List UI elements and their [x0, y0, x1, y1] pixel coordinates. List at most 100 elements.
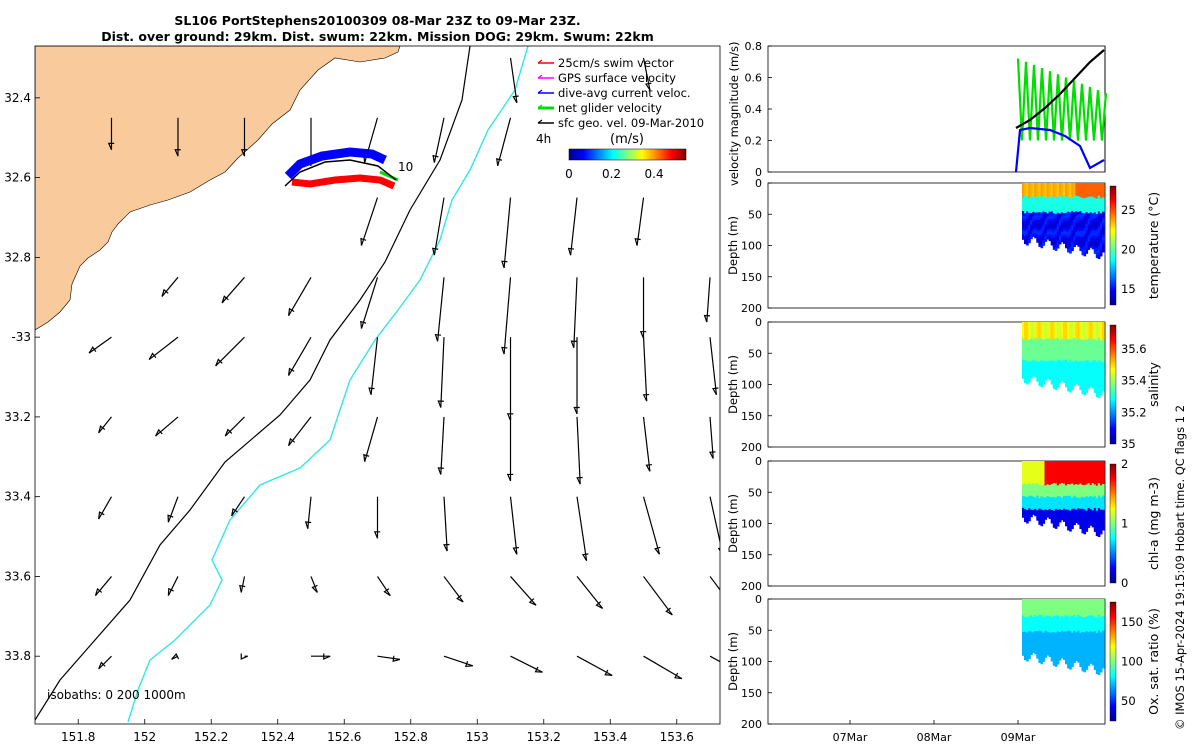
profile-cell [1036, 638, 1039, 642]
map-x-tick-label: 153 [466, 730, 489, 744]
profile-cell [1022, 333, 1025, 337]
profile-cell [1042, 656, 1046, 660]
profile-cell [1071, 613, 1074, 617]
profile-cell [1099, 527, 1103, 532]
profile-cell [1028, 613, 1031, 617]
profile-cell [1095, 235, 1099, 240]
profile-cell [1040, 623, 1044, 627]
profile-cell [1102, 217, 1105, 221]
profile-cell [1038, 361, 1041, 365]
profile-cell [1091, 346, 1095, 350]
profile-cell [1036, 356, 1039, 360]
profile-cell [1063, 362, 1066, 366]
profile-cell [1038, 614, 1041, 618]
profile-cell [1040, 201, 1044, 206]
profile-cell [1050, 517, 1054, 521]
profile-cell [1026, 324, 1029, 328]
profile-cell [1058, 327, 1062, 331]
profile-cell [1052, 246, 1056, 250]
profile-cell [1050, 463, 1054, 467]
profile-cell [1058, 334, 1062, 338]
profile-cell [1054, 491, 1058, 496]
profile-cell [1038, 476, 1041, 480]
profile-cell [1030, 373, 1033, 376]
profile-cell [1034, 474, 1037, 478]
profile-cell [1032, 234, 1035, 237]
profile-cell [1048, 623, 1052, 626]
profile-cell [1063, 215, 1066, 219]
profile-cell [1099, 201, 1103, 205]
profile-cell [1048, 632, 1052, 636]
profile-cell [1048, 599, 1052, 602]
profile-cell [1038, 654, 1041, 658]
profile-cell [1034, 481, 1037, 485]
profile-cell [1063, 183, 1066, 187]
profile-cell [1036, 497, 1039, 501]
profile-cell [1038, 369, 1041, 373]
profile-cell [1077, 521, 1080, 525]
profile-cell [1083, 183, 1087, 187]
profile-cell [1091, 202, 1095, 206]
profile-cell [1065, 239, 1068, 243]
profile-cell [1099, 382, 1103, 387]
profile-cell [1095, 238, 1099, 243]
profile-cell [1081, 203, 1085, 208]
profile-cell [1050, 229, 1054, 233]
profile-cell [1097, 372, 1101, 376]
profile-cell [1087, 377, 1091, 381]
profile-cell [1048, 346, 1052, 349]
profile-cell [1022, 620, 1025, 623]
profile-cell [1079, 486, 1082, 490]
profile-cell [1073, 622, 1076, 626]
profile-cell [1034, 642, 1037, 646]
profile-cell [1097, 369, 1101, 373]
profile-cell [1052, 513, 1056, 517]
profile-cell [1081, 616, 1085, 621]
profile-cell [1075, 484, 1078, 488]
profile-cell [1102, 200, 1105, 204]
profile-cell [1028, 608, 1031, 612]
profile-ylabel: Depth (m) [726, 355, 740, 414]
profile-cell [1058, 221, 1062, 225]
profile-cell [1095, 495, 1099, 499]
profile-cell [1102, 616, 1105, 620]
profile-cell [1065, 226, 1068, 230]
profile-cell [1042, 353, 1046, 357]
profile-cell [1081, 218, 1085, 223]
profile-cell [1071, 630, 1074, 634]
profile-cell [1054, 244, 1058, 249]
profile-cell [1069, 348, 1072, 352]
profile-cell [1050, 479, 1054, 483]
profile-cell [1026, 609, 1029, 613]
profile-cell [1071, 236, 1074, 240]
profile-cell [1097, 661, 1101, 666]
profile-cell [1087, 516, 1091, 520]
profile-cell [1071, 511, 1074, 515]
profile-cell [1099, 210, 1103, 214]
current-vector [174, 117, 181, 157]
profile-cell [1063, 644, 1066, 648]
profile-cell [1030, 227, 1033, 230]
profile-cell [1061, 645, 1064, 649]
profile-cell [1093, 188, 1097, 193]
profile-cell [1067, 370, 1070, 375]
profile-cell [1034, 340, 1037, 344]
profile-cell [1077, 188, 1080, 192]
profile-cell [1056, 631, 1060, 635]
profile-cell [1052, 463, 1056, 468]
profile-cell [1089, 599, 1093, 603]
profile-cell [1048, 187, 1052, 191]
profile-cell [1050, 484, 1054, 488]
profile-cell [1040, 617, 1044, 622]
profile-cell [1081, 472, 1085, 477]
profile-cell [1095, 387, 1099, 391]
profile-cell [1061, 652, 1064, 656]
profile-cell [1048, 473, 1052, 476]
profile-cell [1022, 491, 1025, 495]
profile-cell [1056, 340, 1060, 345]
profile-cell [1069, 619, 1072, 623]
profile-cell [1044, 463, 1048, 467]
profile-cell [1079, 514, 1082, 518]
profile-cell [1099, 647, 1103, 652]
profile-cell [1034, 495, 1037, 499]
